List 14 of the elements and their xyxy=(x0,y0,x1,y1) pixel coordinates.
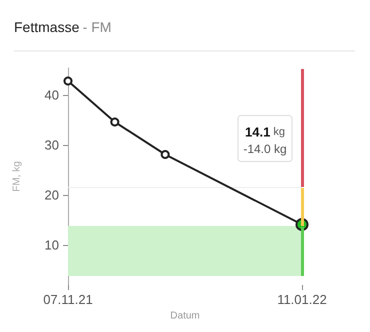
y-tick-label: 10 xyxy=(44,238,59,252)
x-tick-label: 07.11.21 xyxy=(43,292,93,307)
x-tick-label: 11.01.22 xyxy=(277,292,327,307)
chart-title: Fettmasse xyxy=(14,19,80,35)
y-axis-title: FM, kg xyxy=(12,161,22,192)
x-axis-title: Datum xyxy=(170,310,200,322)
y-tick-label: 30 xyxy=(44,138,59,152)
point xyxy=(160,150,170,159)
y-tick-label: 40 xyxy=(44,88,59,102)
annotation: 14.1 kg -14.0 kg xyxy=(243,124,287,156)
point xyxy=(64,76,72,86)
y-tick-label: 20 xyxy=(44,188,59,202)
point xyxy=(110,118,120,126)
chart-subtitle: - FM xyxy=(82,19,112,35)
